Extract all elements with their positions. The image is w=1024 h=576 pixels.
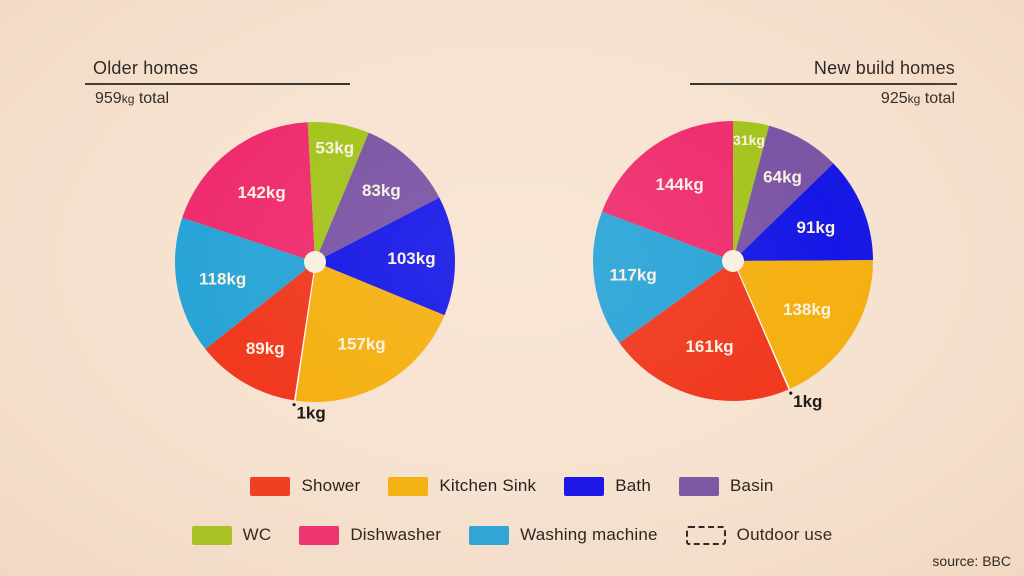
older-homes-total-suffix: total bbox=[134, 90, 170, 107]
pie-value-label-shower: 89kg bbox=[246, 339, 285, 358]
outside-label-tick bbox=[292, 403, 296, 407]
legend-swatch-icon bbox=[564, 476, 605, 496]
legend-swatch-icon bbox=[250, 476, 291, 496]
pie-value-label-basin: 83kg bbox=[362, 181, 401, 200]
legend-label: Shower bbox=[301, 476, 361, 495]
older-homes-header: Older homes 959kg total bbox=[85, 58, 350, 108]
legend-label: Washing machine bbox=[520, 525, 658, 544]
legend-label: Dishwasher bbox=[350, 525, 442, 544]
older-homes-title: Older homes bbox=[85, 58, 350, 85]
pie-value-label-basin: 64kg bbox=[763, 167, 802, 186]
legend-label: Kitchen Sink bbox=[439, 476, 537, 495]
new-build-homes-total-value: 925 bbox=[880, 90, 908, 107]
pie-slice-kitchen-sink bbox=[733, 260, 873, 390]
pie-svg: 31kg 64kg 91kg 138kg 1kg 161kg 117kg 144kg bbox=[593, 120, 873, 411]
pie-value-label-bath: 103kg bbox=[387, 249, 435, 268]
pie-slice-dishwasher bbox=[182, 122, 315, 262]
pie-center-dot bbox=[722, 250, 744, 272]
pie-slice-bath bbox=[315, 197, 455, 316]
pie-slice-dishwasher bbox=[601, 121, 733, 261]
older-homes-total: 959kg total bbox=[85, 85, 350, 108]
legend-swatch-icon bbox=[679, 476, 719, 496]
pie-slice-basin bbox=[733, 125, 834, 261]
legend-swatch-icon bbox=[299, 525, 340, 545]
older-homes-pie-chart: 53kg 83kg 103kg 157kg 1kg 89kg 118kg 142kg bbox=[145, 92, 485, 432]
legend-item-dishwasher: Dishwasher bbox=[299, 525, 441, 545]
new-build-homes-header: New build homes 925kg total bbox=[690, 58, 957, 108]
pie-slice-basin bbox=[315, 132, 440, 262]
older-homes-total-unit: kg bbox=[121, 92, 135, 106]
pie-value-label-outdoor-use: 1kg bbox=[793, 392, 822, 411]
legend-item-washing-machine: Washing machine bbox=[469, 525, 658, 545]
legend-item-kitchen-sink: Kitchen Sink bbox=[388, 476, 536, 496]
pie-value-label-wc: 31kg bbox=[733, 132, 765, 148]
legend-swatch-icon bbox=[469, 525, 510, 545]
new-build-homes-pie-chart: 31kg 64kg 91kg 138kg 1kg 161kg 117kg 144kg bbox=[563, 91, 903, 431]
pie-slice-washing-machine bbox=[175, 217, 315, 350]
legend-label: Bath bbox=[615, 476, 651, 495]
pie-value-label-kitchen-sink: 138kg bbox=[783, 300, 831, 319]
pie-slice-washing-machine bbox=[593, 211, 733, 343]
pie-slice-outdoor-use bbox=[732, 260, 790, 390]
pie-value-label-dishwasher: 142kg bbox=[237, 183, 285, 202]
legend-swatch-dashed-icon bbox=[685, 525, 726, 545]
pie-value-label-kitchen-sink: 157kg bbox=[337, 334, 385, 353]
outside-label-tick bbox=[789, 391, 793, 395]
legend: Shower Kitchen Sink Bath Basin WC Dishwasher W… bbox=[0, 476, 1024, 545]
pie-value-label-bath: 91kg bbox=[797, 218, 836, 237]
legend-swatch-icon bbox=[388, 476, 429, 496]
legend-label: WC bbox=[242, 525, 272, 544]
pie-value-label-wc: 53kg bbox=[315, 138, 354, 157]
legend-item-shower: Shower bbox=[250, 476, 360, 496]
pie-slice-shower bbox=[205, 262, 315, 401]
pie-slice-shower bbox=[619, 261, 789, 401]
pie-value-label-dishwasher: 144kg bbox=[656, 175, 704, 194]
legend-row-1: Shower Kitchen Sink Bath Basin bbox=[0, 476, 1024, 496]
legend-item-basin: Basin bbox=[679, 476, 774, 496]
pie-slice-kitchen-sink bbox=[295, 262, 445, 402]
pie-slice-outdoor-use bbox=[293, 261, 316, 401]
pie-center-dot bbox=[304, 251, 326, 273]
new-build-homes-total-suffix: total bbox=[920, 90, 955, 107]
source-text: source: BBC bbox=[932, 553, 1011, 569]
pie-svg: 53kg 83kg 103kg 157kg 1kg 89kg 118kg 142kg bbox=[175, 122, 455, 423]
legend-label: Basin bbox=[730, 476, 774, 495]
new-build-homes-title: New build homes bbox=[690, 58, 957, 85]
legend-label: Outdoor use bbox=[736, 525, 833, 544]
legend-item-wc: WC bbox=[191, 525, 272, 545]
legend-row-2: WC Dishwasher Washing machine Outdoor use bbox=[0, 525, 1024, 545]
pie-slice-bath bbox=[733, 163, 873, 261]
older-homes-total-value: 959 bbox=[95, 90, 122, 107]
pie-value-label-washing-machine: 117kg bbox=[609, 265, 656, 284]
legend-swatch-icon bbox=[191, 525, 232, 545]
legend-item-outdoor-use: Outdoor use bbox=[685, 525, 833, 545]
pie-slice-wc bbox=[307, 122, 369, 262]
new-build-homes-total: 925kg total bbox=[690, 85, 957, 108]
new-build-homes-total-unit: kg bbox=[907, 92, 921, 106]
pie-value-label-shower: 161kg bbox=[685, 337, 733, 356]
pie-value-label-outdoor-use: 1kg bbox=[296, 404, 325, 423]
legend-item-bath: Bath bbox=[564, 476, 651, 496]
pie-slice-wc bbox=[733, 120, 770, 261]
pie-value-label-washing-machine: 118kg bbox=[199, 269, 246, 288]
